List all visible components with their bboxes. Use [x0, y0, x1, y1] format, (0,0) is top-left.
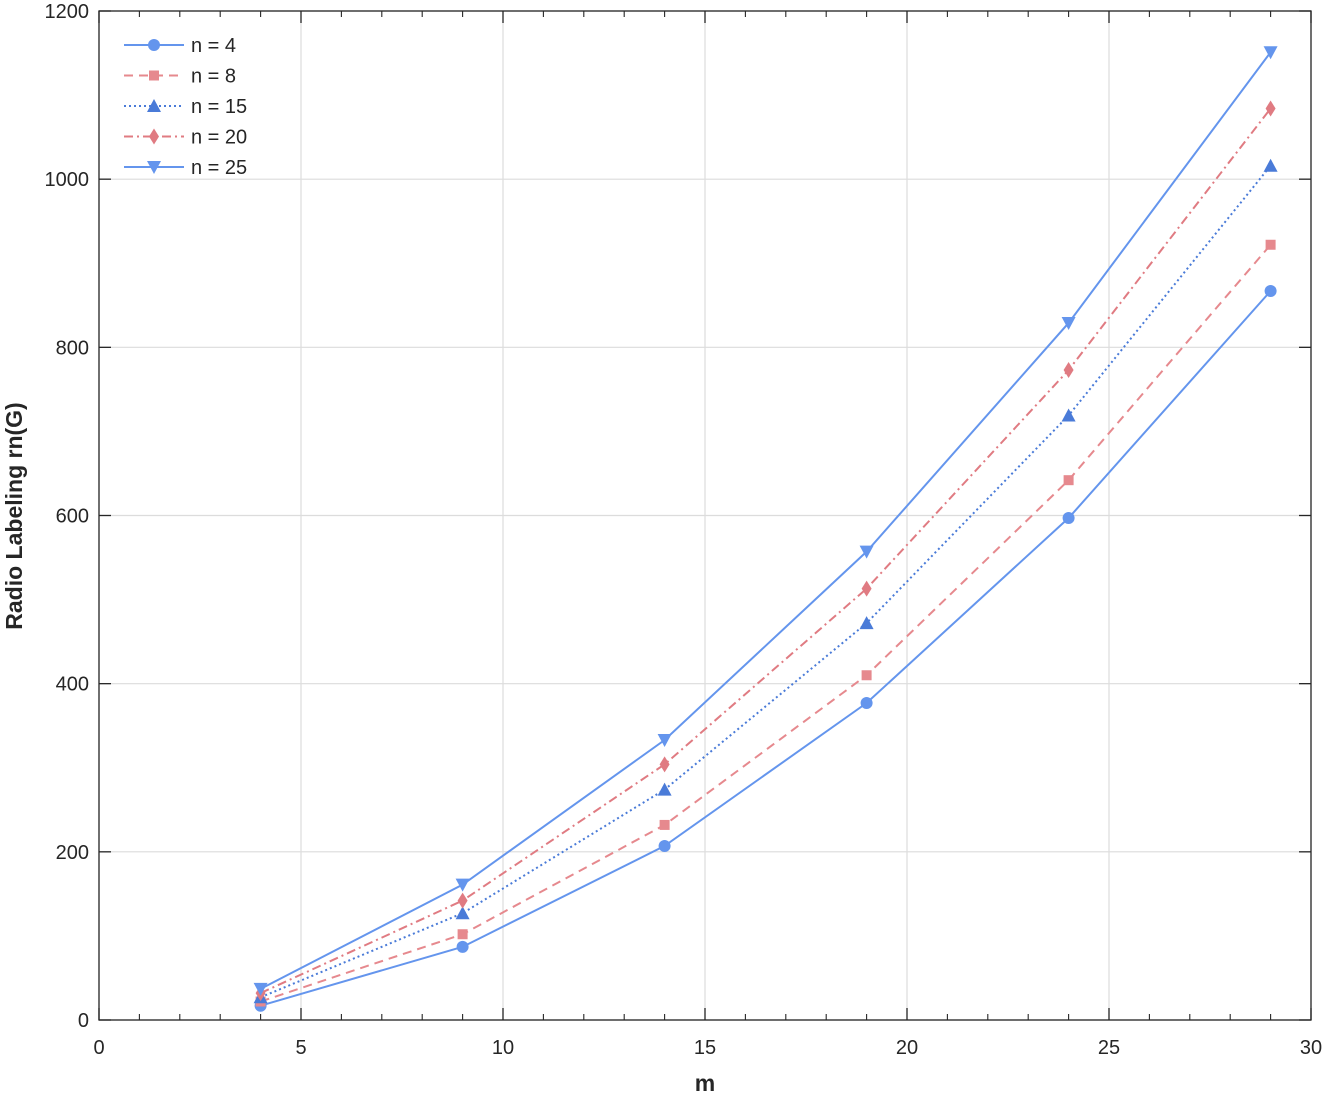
data-point [1265, 239, 1276, 250]
x-tick-label: 5 [295, 1037, 306, 1059]
y-tick-label: 800 [56, 337, 89, 359]
series-3 [253, 158, 1278, 1004]
y-tick-label: 200 [56, 842, 89, 864]
legend-swatch-marker [147, 99, 161, 112]
legend-swatch-marker [147, 161, 161, 174]
data-point [455, 906, 470, 920]
y-axis-title: Radio Labeling rn(G) [1, 402, 27, 629]
legend-label: n = 8 [191, 66, 236, 88]
series-5 [253, 46, 1278, 996]
data-point [859, 616, 874, 630]
x-tick-label: 20 [896, 1037, 918, 1059]
legend-item: n = 20 [124, 127, 247, 149]
series-group [253, 46, 1278, 1012]
series-4 [255, 100, 1276, 1002]
legend-label: n = 25 [191, 157, 247, 179]
data-point [253, 982, 268, 996]
legend-label: n = 4 [191, 35, 236, 57]
data-point [457, 892, 468, 909]
legend-swatch-marker [149, 128, 159, 145]
legend-label: n = 20 [191, 127, 247, 149]
data-point [455, 878, 470, 892]
data-point [1062, 512, 1075, 525]
data-point [659, 819, 670, 830]
y-tick-label: 600 [56, 506, 89, 528]
legend-item: n = 8 [124, 66, 236, 88]
y-tick-label: 400 [56, 674, 89, 696]
x-tick-label: 30 [1300, 1037, 1322, 1059]
data-point [657, 782, 672, 796]
legend-item: n = 25 [124, 157, 247, 179]
x-axis-title: m [695, 1070, 715, 1093]
x-tick-label: 25 [1098, 1037, 1120, 1059]
series-1 [254, 284, 1277, 1012]
data-point [658, 839, 671, 852]
y-tick-label: 0 [78, 1010, 89, 1032]
data-point [1061, 408, 1076, 422]
series-line [260, 51, 1272, 990]
series-line [260, 244, 1272, 1003]
data-point [861, 580, 872, 597]
x-tick-label: 0 [93, 1037, 104, 1059]
series-2 [255, 239, 1276, 1007]
data-point [859, 545, 874, 559]
data-point [456, 940, 469, 953]
data-point [659, 756, 670, 773]
legend-item: n = 15 [124, 96, 247, 118]
series-line [260, 107, 1272, 995]
data-point [1263, 46, 1278, 60]
data-point [657, 734, 672, 748]
y-tick-label: 1200 [45, 1, 90, 23]
series-line [260, 290, 1272, 1007]
grid [98, 10, 1312, 1021]
axes: 0 5 10 15 20 25 30 0 200 400 600 800 1000 1200 [45, 1, 1323, 1059]
data-point [1263, 158, 1278, 172]
data-point [1264, 284, 1277, 297]
legend-swatch-marker [149, 70, 159, 81]
series-line [260, 165, 1272, 999]
legend-label: n = 15 [191, 96, 247, 118]
data-point [1063, 362, 1074, 379]
legend-swatch-marker [148, 39, 160, 51]
data-point [1063, 475, 1074, 486]
x-tick-label: 15 [694, 1037, 716, 1059]
data-point [1061, 316, 1076, 330]
legend-item: n = 4 [124, 35, 236, 57]
legend: n = 4 n = 8 n = 15 n = 20 n = 25 [124, 35, 247, 179]
data-point [861, 670, 872, 681]
data-point [860, 697, 873, 710]
data-point [1265, 100, 1276, 117]
data-point [457, 929, 468, 940]
x-tick-label: 10 [492, 1037, 514, 1059]
y-tick-label: 1000 [45, 169, 90, 191]
